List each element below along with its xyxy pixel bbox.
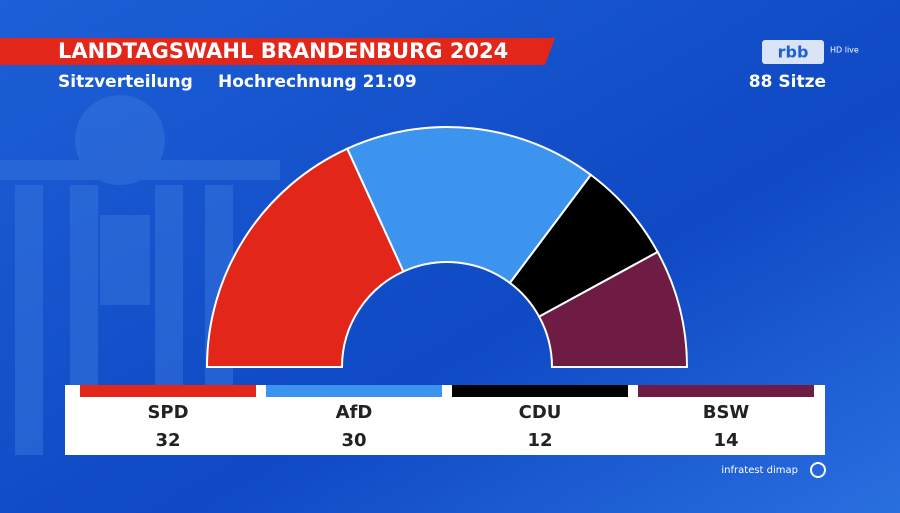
broadcaster-tag: HD live: [830, 46, 859, 55]
party-name: AfD: [336, 402, 373, 423]
party-name: BSW: [703, 402, 750, 423]
title-banner: [0, 38, 555, 65]
total-seats: 88 Sitze: [749, 72, 826, 92]
source: infratest dimap: [721, 465, 798, 476]
seat-count: 14: [713, 430, 738, 451]
seat-count: 30: [341, 430, 366, 451]
party-name: CDU: [519, 402, 562, 423]
party-name: SPD: [147, 402, 188, 423]
legend-swatch: [452, 385, 628, 397]
seat-count: 32: [155, 430, 180, 451]
legend-swatch: [638, 385, 814, 397]
legend-swatch: [266, 385, 442, 397]
seat-count: 12: [527, 430, 552, 451]
subtitle: Sitzverteilung: [58, 72, 193, 92]
title: LANDTAGSWAHL BRANDENBURG 2024: [58, 39, 508, 63]
seat-segment: [345, 125, 593, 285]
status: Hochrechnung 21:09: [218, 72, 417, 92]
seat-segment: [537, 250, 689, 368]
legend-swatch: [80, 385, 256, 397]
seat-segment: [205, 147, 405, 368]
logo-box: [762, 40, 824, 64]
broadcaster: rbb: [778, 43, 809, 62]
source-icon: [810, 462, 826, 478]
seat-chart: SPD 32 AfD 30 CDU 12 BSW 14: [80, 125, 814, 451]
